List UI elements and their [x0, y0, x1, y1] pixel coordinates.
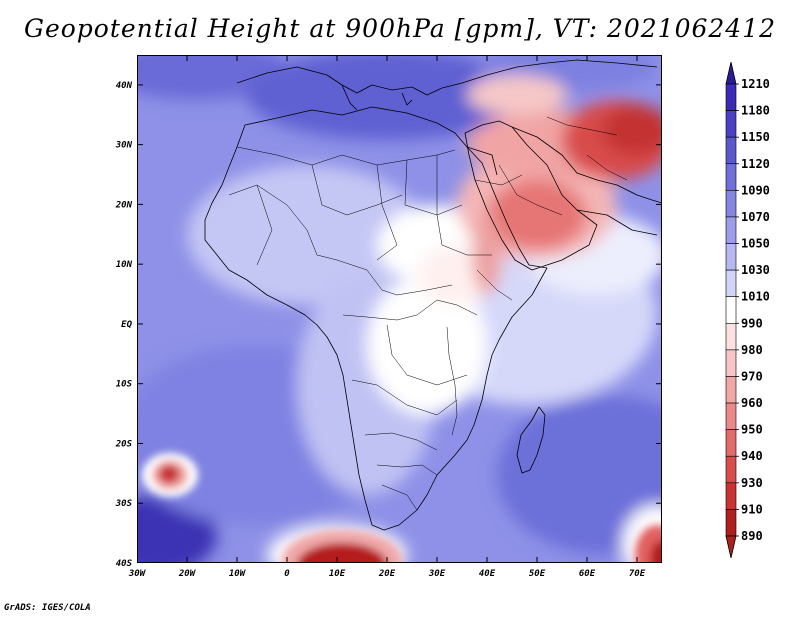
lat-label: 30S — [115, 499, 133, 509]
lon-label: 20W — [178, 569, 197, 579]
colorbar-segment — [725, 243, 737, 271]
colorbar-label: 890 — [741, 529, 763, 543]
map-frame — [137, 55, 662, 563]
lat-label: 40S — [116, 559, 133, 569]
colorbar-segment — [725, 482, 737, 510]
lat-label: 30N — [115, 141, 133, 151]
colorbar-bottom-arrow — [725, 535, 737, 558]
lon-label: 0 — [284, 569, 290, 579]
lon-label: 10E — [329, 569, 346, 579]
colorbar-segment — [725, 402, 737, 430]
lat-label: EQ — [121, 320, 132, 330]
lat-label: 40N — [116, 81, 133, 91]
colorbar-label: 980 — [741, 343, 763, 357]
colorbar-label: 1010 — [741, 290, 770, 304]
colorbar-segment — [725, 216, 737, 244]
colorbar-segment — [725, 163, 737, 191]
lon-label: 50E — [529, 569, 546, 579]
lon-label: 40E — [479, 569, 496, 579]
lon-label: 30E — [428, 569, 446, 579]
colorbar-label: 1120 — [741, 157, 770, 171]
colorbar-label: 950 — [741, 423, 763, 437]
colorbar-label: 970 — [741, 369, 763, 383]
map-panel — [137, 55, 662, 563]
colorbar: 1210 1180 1150 1120 1090 1070 1050 1030 1010 990 9… — [725, 62, 770, 558]
lat-label: 10S — [116, 380, 133, 390]
chart-title: Geopotential Height at 900hPa [gpm], VT:… — [23, 14, 777, 43]
coastlines — [204, 59, 662, 531]
lon-label: 60E — [579, 569, 596, 579]
colorbar-label: 1180 — [741, 104, 770, 118]
colorbar-label: 1050 — [741, 237, 770, 251]
colorbar-segment — [725, 455, 737, 484]
colorbar-label: 1150 — [741, 130, 770, 144]
colorbar-segment — [725, 83, 737, 111]
lon-label: 30W — [128, 569, 147, 579]
colorbar-label: 1030 — [741, 263, 770, 277]
colorbar-segment — [725, 296, 737, 324]
colorbar-label: 940 — [741, 449, 763, 463]
lat-label: 20S — [115, 439, 133, 449]
lon-label: 70E — [629, 569, 646, 579]
colorbar-label: 1210 — [741, 77, 770, 91]
lon-label: 20E — [378, 569, 396, 579]
colorbar-label: 1070 — [741, 210, 770, 224]
colorbar-label: 930 — [741, 476, 763, 490]
colorbar-segment — [725, 376, 737, 404]
low-centers — [142, 453, 662, 563]
colorbar-label: 910 — [741, 502, 763, 516]
colorbar-label: 1090 — [741, 183, 770, 197]
colorbar-segment — [725, 322, 737, 351]
colorbar-segment — [725, 429, 737, 457]
colorbar-segment — [725, 110, 737, 138]
colorbar-top-arrow — [725, 62, 737, 85]
colorbar-segment — [725, 190, 737, 218]
lon-label: 10W — [229, 569, 247, 579]
country-borders — [228, 116, 628, 511]
colorbar-label: 960 — [741, 396, 763, 410]
colorbar-segment — [725, 269, 737, 298]
lat-label: 10N — [116, 260, 133, 270]
lat-label: 20N — [115, 200, 133, 210]
height-field — [137, 55, 662, 563]
colorbar-segment — [725, 349, 737, 377]
colorbar-segment — [725, 509, 737, 537]
footer-credit: GrADS: IGES/COLA — [4, 603, 91, 613]
colorbar-label: 990 — [741, 316, 763, 330]
colorbar-segment — [725, 136, 737, 165]
